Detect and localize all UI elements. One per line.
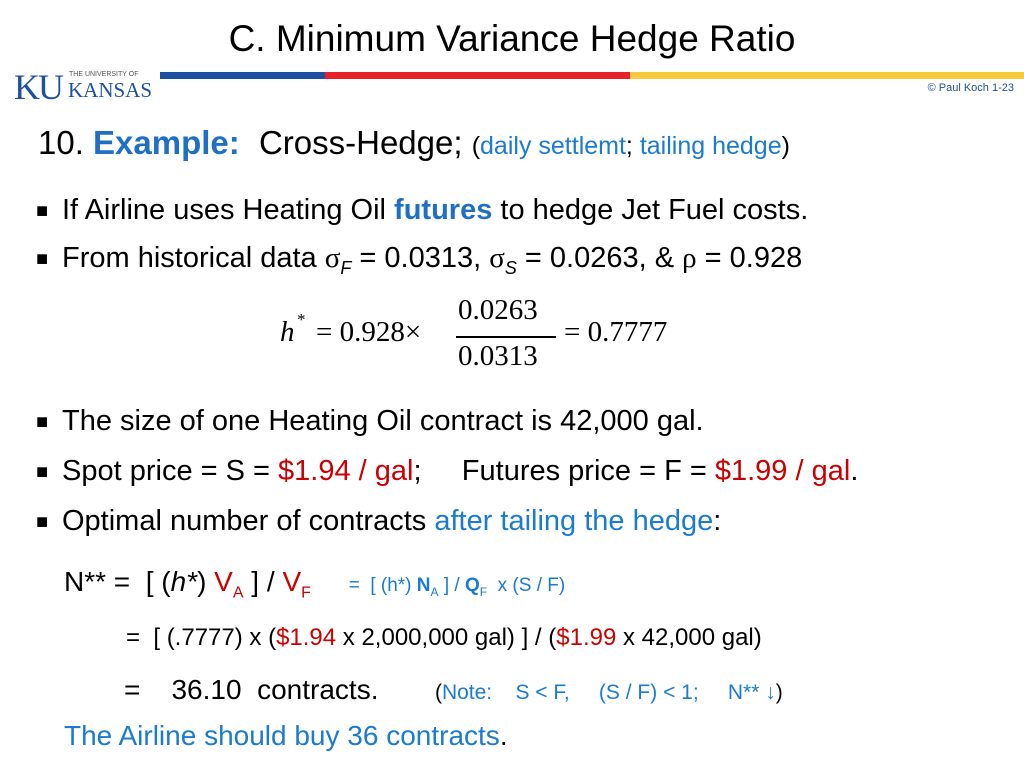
sigma-s-sub: S bbox=[504, 257, 517, 278]
n3-open: ( bbox=[434, 681, 442, 704]
sigma-f-sub: F bbox=[340, 257, 352, 278]
b4-pre: Spot price = S = bbox=[62, 455, 279, 487]
n1-va: VA bbox=[214, 566, 244, 602]
n-formula-line-2: = [ (.7777) x ($1.94 x 2,000,000 gal) ] … bbox=[126, 624, 762, 652]
n2-m2: x 42,000 gal) bbox=[616, 624, 762, 651]
bullet-marker: ■ bbox=[36, 248, 49, 270]
slide-title: C. Minimum Variance Hedge Ratio bbox=[228, 18, 796, 59]
ku-logo-big: KANSAS bbox=[68, 78, 153, 102]
heading-open-paren: ( bbox=[471, 132, 481, 160]
conclusion-text: The Airline should buy 36 contracts bbox=[64, 720, 500, 751]
bullet-marker: ■ bbox=[36, 461, 49, 483]
b1-futures: futures bbox=[394, 194, 493, 226]
heading-tailing: tailing hedge bbox=[639, 132, 782, 160]
b2-v2: = 0.0263, & bbox=[516, 242, 683, 274]
n2-m1: x 2,000,000 gal) ] / ( bbox=[336, 624, 557, 651]
header-bar-yellow bbox=[630, 72, 1024, 79]
n3-note: Note: S < F, (S / F) < 1; N** ↓ bbox=[441, 681, 776, 704]
copyright-text: © Paul Koch 1-23 bbox=[927, 82, 1014, 94]
header-bar-red bbox=[325, 72, 630, 79]
b5-end: : bbox=[713, 505, 722, 537]
heading-number: 10. bbox=[38, 124, 84, 161]
b2-v3: = 0.928 bbox=[696, 242, 803, 274]
bullet-marker: ■ bbox=[36, 200, 49, 222]
formula-numerator: 0.0263 bbox=[458, 294, 538, 326]
formula-eq2: = 0.7777 bbox=[564, 316, 668, 348]
b5-pre: Optimal number of contracts bbox=[62, 505, 435, 537]
spot-price: $1.94 / gal bbox=[278, 455, 414, 487]
n2-eq: = [ (.7777) x ( bbox=[126, 624, 277, 651]
n2-p1: $1.94 bbox=[276, 624, 337, 651]
ku-logo-mark: KU bbox=[14, 67, 64, 107]
b4-mid: ; Futures price = F = bbox=[413, 455, 715, 487]
ku-logo-small: THE UNIVERSITY OF bbox=[69, 71, 139, 78]
bullet-marker: ■ bbox=[36, 411, 49, 433]
section-heading: 10. Example: Cross-Hedge; (daily settlem… bbox=[38, 124, 790, 162]
n-formula-line-3: = 36.10 contracts. (Note: S < F, (S / F)… bbox=[124, 674, 783, 706]
heading-close-paren: ) bbox=[781, 132, 790, 160]
n1-br: ] / bbox=[243, 566, 283, 597]
n1-vf: VF bbox=[282, 566, 311, 602]
bullet-4: ■ Spot price = S = $1.94 / gal; Futures … bbox=[36, 455, 858, 488]
b3-text: The size of one Heating Oil contract is … bbox=[62, 405, 704, 437]
b1-pre: If Airline uses Heating Oil bbox=[62, 194, 395, 226]
bullet-1: ■ If Airline uses Heating Oil futures to… bbox=[36, 194, 808, 227]
rho-symbol: ρ bbox=[682, 242, 697, 274]
bullet-5: ■ Optimal number of contracts after tail… bbox=[36, 505, 721, 538]
ku-logo: KU THE UNIVERSITY OF KANSAS bbox=[14, 66, 159, 107]
heading-example: Example: bbox=[93, 124, 240, 161]
n1-lhs: N** = [ ( bbox=[64, 566, 171, 597]
formula-eq1: = 0.928× bbox=[316, 316, 422, 348]
heading-topic: Cross-Hedge; bbox=[258, 124, 463, 161]
formula-denominator: 0.0313 bbox=[458, 340, 538, 372]
b4-end: . bbox=[850, 455, 859, 487]
b2-v1: = 0.0313, bbox=[351, 242, 490, 274]
bullet-3: ■ The size of one Heating Oil contract i… bbox=[36, 405, 704, 438]
bullet-marker: ■ bbox=[36, 511, 49, 533]
heading-semicolon: ; bbox=[625, 132, 633, 160]
formula-h: h bbox=[280, 316, 295, 348]
bullet-2: ■ From historical data σF = 0.0313, σS =… bbox=[36, 242, 802, 279]
sigma-symbol: σ bbox=[324, 242, 341, 274]
sigma-symbol: σ bbox=[489, 242, 505, 274]
hedge-ratio-formula: h * = 0.928× 0.0263 0.0313 = 0.7777 bbox=[280, 294, 710, 384]
formula-star: * bbox=[297, 310, 306, 329]
n2-p2: $1.99 bbox=[556, 624, 617, 651]
conclusion-end: . bbox=[499, 720, 508, 751]
futures-price: $1.99 / gal bbox=[714, 455, 851, 487]
n1-h: h* bbox=[170, 566, 198, 597]
n1-rp: ) bbox=[197, 566, 215, 597]
n3-close: ) bbox=[775, 681, 783, 704]
header-bar-blue bbox=[160, 72, 325, 79]
b5-blue: after tailing the hedge bbox=[434, 505, 714, 537]
n3-note-wrap: (Note: S < F, (S / F) < 1; N** ↓) bbox=[435, 681, 783, 704]
b2-pre: From historical data bbox=[62, 242, 325, 274]
b1-post: to hedge Jet Fuel costs. bbox=[492, 194, 809, 226]
n-formula-line-1: N** = [ (h*) VA ] / VF = [ (h*) NA ] / Q… bbox=[64, 566, 565, 603]
fraction-bar bbox=[456, 336, 556, 338]
n3-eq: = 36.10 contracts. bbox=[124, 674, 379, 705]
n1-alt: = [ (h*) NA ] / QF x (S / F) bbox=[348, 575, 566, 599]
heading-daily: daily settlemt bbox=[480, 132, 626, 160]
conclusion: The Airline should buy 36 contracts. bbox=[64, 720, 508, 752]
